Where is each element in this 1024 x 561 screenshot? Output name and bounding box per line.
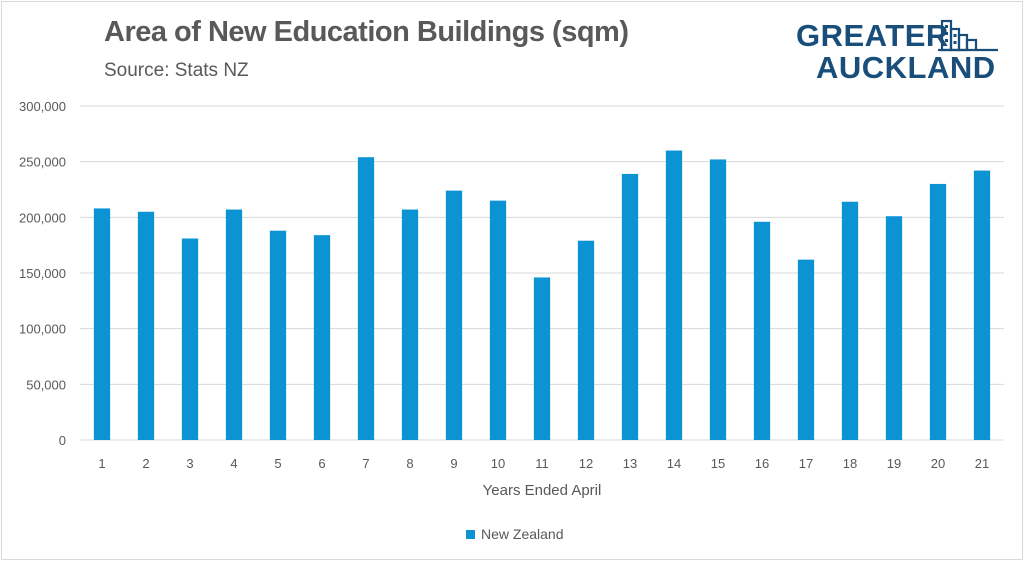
bar [401, 209, 419, 440]
y-tick-label: 200,000 [19, 210, 66, 225]
bar [489, 200, 507, 440]
x-tick-label: 1 [98, 456, 105, 471]
bar [753, 221, 771, 440]
legend: New Zealand [466, 526, 564, 542]
x-tick-label: 11 [535, 456, 549, 471]
chart-subtitle: Source: Stats NZ [104, 60, 249, 81]
x-tick-label: 4 [230, 456, 237, 471]
x-tick-label: 8 [406, 456, 413, 471]
bar [841, 201, 859, 440]
x-tick-label: 19 [887, 456, 901, 471]
logo-line-2: AUCKLAND [816, 50, 996, 85]
x-tick-label: 21 [975, 456, 989, 471]
y-tick-label: 100,000 [19, 322, 66, 337]
bar [269, 230, 287, 440]
x-tick-label: 2 [142, 456, 149, 471]
bar [665, 150, 683, 441]
bar [797, 259, 815, 440]
x-tick-label: 14 [667, 456, 681, 471]
x-tick-label: 3 [186, 456, 193, 471]
x-tick-label: 16 [755, 456, 769, 471]
bar [445, 190, 463, 440]
legend-swatch [466, 529, 475, 539]
x-tick-label: 6 [318, 456, 325, 471]
x-axis-title: Years Ended April [483, 482, 602, 499]
x-tick-label: 20 [931, 456, 945, 471]
bar [225, 209, 243, 440]
y-tick-label: 150,000 [19, 266, 66, 281]
legend-label: New Zealand [481, 526, 564, 542]
x-tick-label: 12 [579, 456, 593, 471]
x-tick-label: 17 [799, 456, 813, 471]
x-tick-label: 5 [274, 456, 281, 471]
x-tick-label: 18 [843, 456, 857, 471]
logo-line-1: GREATER [796, 18, 949, 53]
bar [533, 277, 551, 440]
x-tick-label: 15 [711, 456, 725, 471]
bar [357, 157, 375, 441]
y-tick-label: 250,000 [19, 155, 66, 170]
bar [313, 235, 331, 440]
bar [709, 159, 727, 440]
x-tick-label: 10 [491, 456, 505, 471]
bar [93, 208, 111, 440]
bar [137, 211, 155, 440]
x-tick-label: 9 [450, 456, 457, 471]
y-tick-label: 0 [59, 433, 66, 448]
chart-title: Area of New Education Buildings (sqm) [104, 16, 629, 48]
x-tick-label: 7 [362, 456, 369, 471]
greater-auckland-logo: GREATER AUCKLAND [792, 18, 1002, 85]
bar [181, 238, 199, 440]
city-skyline-icon [938, 19, 998, 52]
y-tick-label: 300,000 [19, 99, 66, 114]
bar [973, 170, 991, 440]
y-tick-label: 50,000 [26, 377, 66, 392]
x-tick-label: 13 [623, 456, 637, 471]
bar [577, 240, 595, 440]
bar [621, 173, 639, 440]
bar [929, 183, 947, 440]
bar [885, 216, 903, 440]
